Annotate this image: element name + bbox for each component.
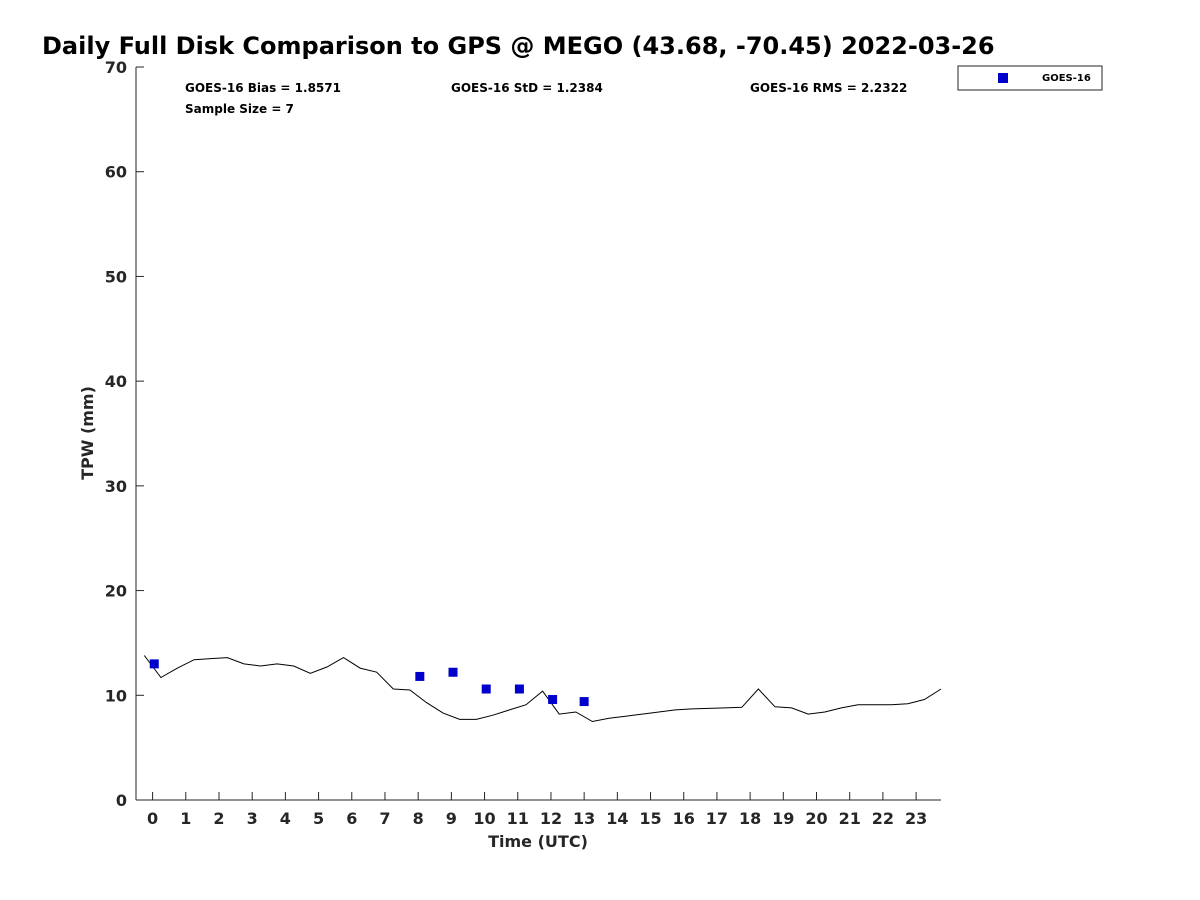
x-tick-label: 9	[446, 809, 457, 828]
y-tick-label: 50	[105, 267, 127, 286]
x-tick-label: 12	[540, 809, 562, 828]
x-tick-label: 4	[280, 809, 291, 828]
legend-marker-goes16	[998, 73, 1008, 83]
goes16-point	[548, 694, 558, 704]
y-tick-label: 40	[105, 372, 127, 391]
x-axis-ticks: 0 1 2 3 4 5 6 7 8 9 10 11 12 13 14 15 16 17 18 19 20 21 22 23	[147, 792, 927, 828]
x-tick-label: 22	[872, 809, 894, 828]
x-tick-label: 10	[473, 809, 495, 828]
x-axis-label: Time (UTC)	[488, 832, 588, 851]
x-tick-label: 6	[346, 809, 357, 828]
goes16-point	[149, 659, 159, 669]
x-tick-label: 3	[247, 809, 258, 828]
y-tick-label: 10	[105, 686, 127, 705]
x-tick-label: 11	[507, 809, 529, 828]
x-tick-label: 14	[606, 809, 628, 828]
legend: GOES-16	[957, 65, 1103, 91]
y-tick-label: 60	[105, 163, 127, 182]
x-tick-label: 13	[573, 809, 595, 828]
x-tick-label: 1	[180, 809, 191, 828]
x-tick-label: 2	[213, 809, 224, 828]
plot-area	[143, 655, 942, 723]
gps-series-line	[143, 655, 942, 723]
legend-box	[957, 65, 1103, 91]
y-axis-label: TPW (mm)	[78, 386, 97, 480]
x-tick-label: 7	[379, 809, 390, 828]
y-tick-label: 70	[105, 58, 127, 77]
stat-rms: GOES-16 RMS = 2.2322	[750, 81, 907, 95]
x-tick-label: 20	[805, 809, 827, 828]
x-tick-label: 19	[772, 809, 794, 828]
axes	[135, 67, 941, 801]
y-tick-label: 20	[105, 582, 127, 601]
x-tick-label: 18	[739, 809, 761, 828]
stat-std: GOES-16 StD = 1.2384	[451, 81, 603, 95]
goes16-point	[481, 684, 491, 694]
y-tick-label: 30	[105, 477, 127, 496]
goes16-point	[415, 671, 425, 681]
stat-sample-size: Sample Size = 7	[185, 102, 294, 116]
x-tick-label: 8	[413, 809, 424, 828]
y-axis-ticks: 0 10 20 30 40 50 60 70	[105, 58, 144, 810]
x-tick-label: 23	[905, 809, 927, 828]
x-tick-label: 16	[673, 809, 695, 828]
x-tick-label: 17	[706, 809, 728, 828]
goes16-point	[448, 667, 458, 677]
x-tick-label: 0	[147, 809, 158, 828]
x-tick-label: 15	[639, 809, 661, 828]
stat-bias: GOES-16 Bias = 1.8571	[185, 81, 341, 95]
legend-label-goes16: GOES-16	[1042, 73, 1091, 84]
y-tick-label: 0	[116, 791, 127, 810]
goes16-point	[579, 697, 589, 707]
chart-title: Daily Full Disk Comparison to GPS @ MEGO…	[42, 32, 995, 60]
x-tick-label: 5	[313, 809, 324, 828]
x-tick-label: 21	[839, 809, 861, 828]
goes16-point	[514, 684, 524, 694]
